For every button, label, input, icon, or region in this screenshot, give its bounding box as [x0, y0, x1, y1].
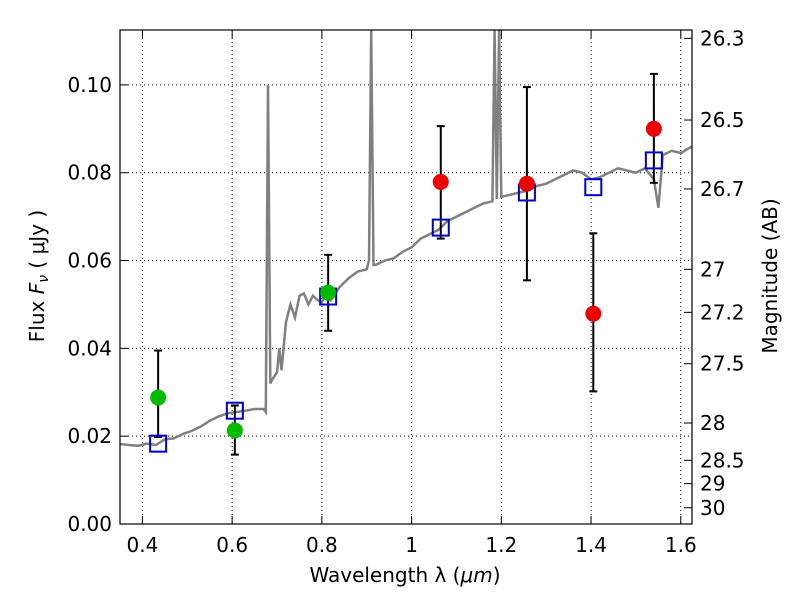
observed-green-point [226, 422, 243, 439]
marker-layer [149, 120, 663, 453]
y2-tick-label: 26.7 [700, 177, 745, 201]
y2-axis-label: Magnitude (AB) [758, 198, 782, 353]
y2-tick-label: 29 [700, 472, 725, 496]
y-axis-label-text: Flux [25, 294, 49, 342]
x-axis-label: Wavelength λ (μm) [309, 563, 500, 587]
observed-green-point [150, 389, 167, 406]
y2-tick-label: 30 [700, 496, 725, 520]
x-tick-label: 1.6 [665, 533, 697, 557]
observed-red-point [432, 173, 449, 190]
model-photometry-square [431, 218, 450, 237]
model-photometry-square [584, 178, 603, 197]
x-tick-label: 1.2 [485, 533, 517, 557]
observed-green-point [320, 284, 337, 301]
observed-red-point [585, 305, 602, 322]
y-axis-label-unit: ( μJy ) [25, 210, 49, 275]
plot-frame [119, 29, 693, 525]
model-spectrum-line [120, 30, 692, 448]
y2-tick-label: 26.5 [700, 108, 745, 132]
y-tick-label: 0.04 [67, 336, 112, 360]
y2-tick-label: 28 [700, 411, 725, 435]
x-tick-label: 1.4 [575, 533, 607, 557]
grid-layer [120, 30, 692, 525]
x-tick-label: 0.4 [127, 533, 159, 557]
x-tick-label: 0.6 [216, 533, 248, 557]
x-tick-label: 1 [405, 533, 418, 557]
y2-tick-label: 27.2 [700, 300, 745, 324]
observed-red-point [518, 175, 535, 192]
model-spectrum-layer [120, 30, 692, 448]
axes-layer: 0.4 0.6 0.8 1 1.2 1.4 1.6 0.00 0.02 0.04 0.06 0.08 0… [67, 26, 744, 557]
y-axis-label-math: F [25, 282, 49, 294]
model-photometry-square [149, 434, 168, 453]
y2-tick-label: 27 [700, 257, 725, 281]
x-axis-label-unit: μm [459, 563, 492, 587]
y-tick-label: 0.10 [67, 73, 112, 97]
y-axis-label-sub: ν [36, 275, 52, 283]
errorbar-layer [154, 72, 658, 456]
x-tick-label: 0.8 [306, 533, 338, 557]
x-axis-label-close: ) [493, 563, 501, 587]
x-axis-label-text: Wavelength λ ( [309, 563, 460, 587]
y2-tick-label: 28.5 [700, 448, 745, 472]
y2-tick-label: 27.5 [700, 352, 745, 376]
model-photometry-square [644, 151, 663, 170]
y-tick-label: 0.02 [67, 424, 112, 448]
observed-red-point [645, 120, 662, 137]
model-photometry-square [225, 401, 244, 420]
y-tick-label: 0.00 [67, 512, 112, 536]
y-tick-label: 0.06 [67, 249, 112, 273]
y-axis-label: Flux Fν ( μJy ) [25, 210, 52, 342]
y-tick-label: 0.08 [67, 161, 112, 185]
y2-tick-label: 26.3 [700, 26, 745, 50]
